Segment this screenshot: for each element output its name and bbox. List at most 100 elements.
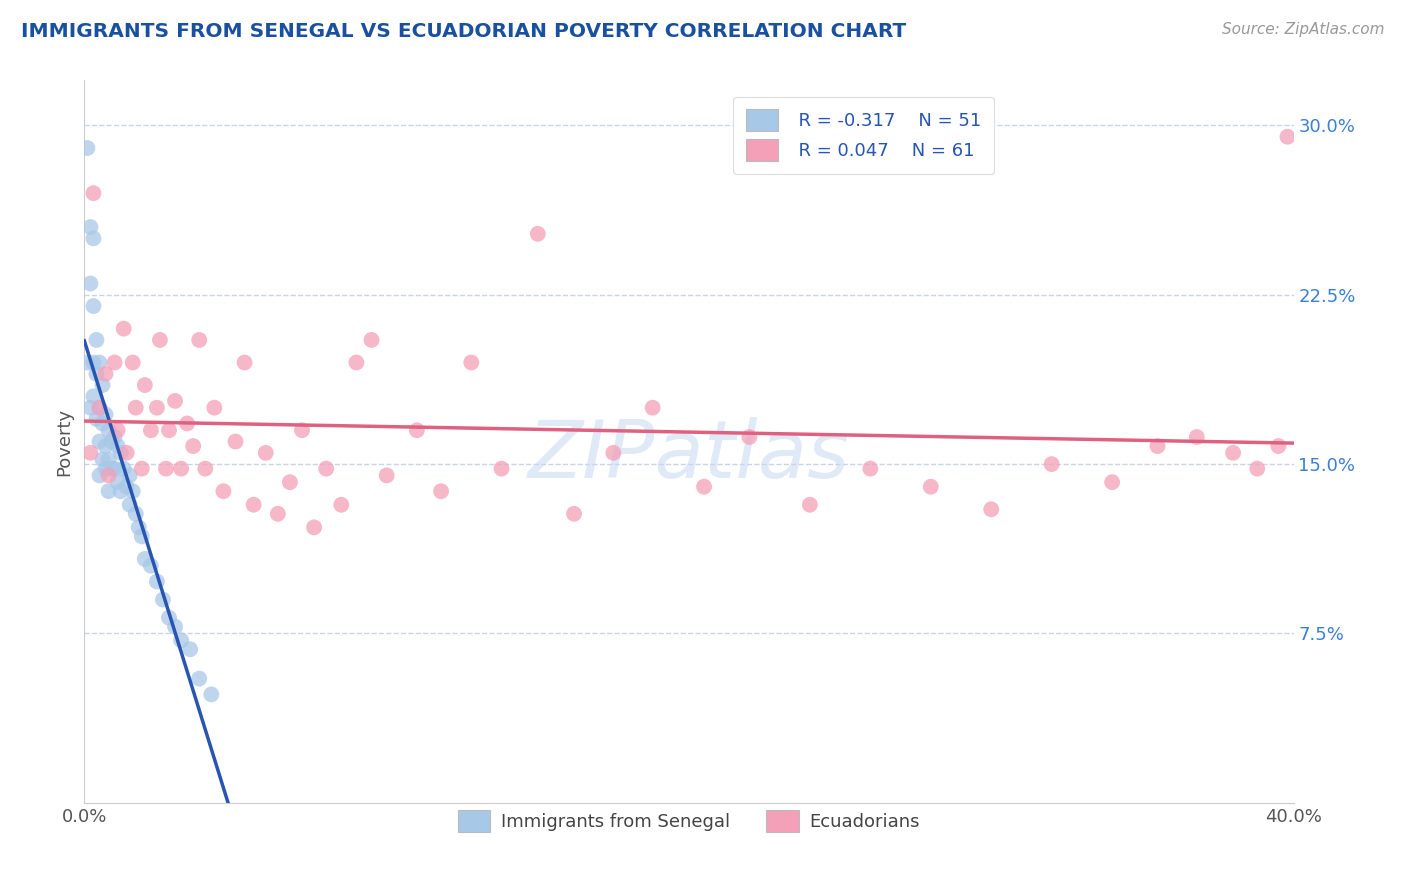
Point	[460, 355, 482, 369]
Point	[188, 672, 211, 686]
Point	[118, 468, 141, 483]
Point	[181, 439, 204, 453]
Point	[267, 507, 290, 521]
Point	[188, 333, 211, 347]
Point	[82, 186, 104, 201]
Point	[170, 633, 193, 648]
Point	[110, 446, 132, 460]
Point	[859, 461, 882, 475]
Point	[278, 475, 301, 490]
Point	[79, 401, 101, 415]
Point	[176, 417, 198, 431]
Point	[254, 446, 277, 460]
Point	[110, 484, 132, 499]
Point	[97, 468, 120, 483]
Point	[242, 498, 264, 512]
Text: ZIPatlas: ZIPatlas	[527, 417, 851, 495]
Point	[225, 434, 247, 449]
Point	[79, 446, 101, 460]
Point	[121, 355, 143, 369]
Point	[115, 446, 138, 460]
Point	[82, 389, 104, 403]
Point	[89, 468, 111, 483]
Point	[1222, 446, 1244, 460]
Point	[115, 480, 138, 494]
Point	[125, 507, 148, 521]
Point	[200, 687, 222, 701]
Point	[89, 401, 111, 415]
Point	[157, 423, 180, 437]
Point	[107, 475, 129, 490]
Point	[125, 401, 148, 415]
Point	[131, 461, 153, 475]
Point	[94, 367, 117, 381]
Point	[146, 401, 169, 415]
Point	[1185, 430, 1208, 444]
Point	[97, 452, 120, 467]
Point	[107, 423, 129, 437]
Point	[128, 520, 150, 534]
Point	[1101, 475, 1123, 490]
Point	[980, 502, 1002, 516]
Point	[82, 231, 104, 245]
Text: IMMIGRANTS FROM SENEGAL VS ECUADORIAN POVERTY CORRELATION CHART: IMMIGRANTS FROM SENEGAL VS ECUADORIAN PO…	[21, 22, 907, 41]
Point	[170, 461, 193, 475]
Point	[179, 642, 201, 657]
Point	[330, 498, 353, 512]
Point	[89, 355, 111, 369]
Point	[165, 620, 187, 634]
Point	[86, 367, 108, 381]
Point	[152, 592, 174, 607]
Point	[112, 321, 135, 335]
Point	[146, 574, 169, 589]
Point	[641, 401, 664, 415]
Point	[89, 401, 111, 415]
Point	[94, 461, 117, 475]
Point	[100, 461, 122, 475]
Point	[104, 355, 127, 369]
Point	[157, 610, 180, 624]
Point	[97, 423, 120, 437]
Point	[149, 333, 172, 347]
Point	[302, 520, 325, 534]
Point	[602, 446, 624, 460]
Point	[430, 484, 453, 499]
Point	[131, 529, 153, 543]
Point	[194, 461, 217, 475]
Point	[155, 461, 177, 475]
Point	[112, 461, 135, 475]
Point	[107, 439, 129, 453]
Point	[346, 355, 368, 369]
Point	[82, 355, 104, 369]
Text: Source: ZipAtlas.com: Source: ZipAtlas.com	[1222, 22, 1385, 37]
Point	[79, 277, 101, 291]
Point	[406, 423, 429, 437]
Point	[94, 439, 117, 453]
Point	[212, 484, 235, 499]
Point	[1267, 439, 1289, 453]
Point	[291, 423, 314, 437]
Point	[97, 484, 120, 499]
Point	[91, 378, 114, 392]
Point	[920, 480, 942, 494]
Point	[91, 417, 114, 431]
Point	[738, 430, 761, 444]
Point	[82, 299, 104, 313]
Point	[94, 408, 117, 422]
Point	[799, 498, 821, 512]
Point	[233, 355, 256, 369]
Point	[134, 378, 156, 392]
Point	[375, 468, 398, 483]
Point	[139, 558, 162, 573]
Legend: Immigrants from Senegal, Ecuadorians: Immigrants from Senegal, Ecuadorians	[446, 797, 932, 845]
Point	[1146, 439, 1168, 453]
Point	[315, 461, 337, 475]
Point	[562, 507, 585, 521]
Point	[100, 434, 122, 449]
Point	[202, 401, 225, 415]
Point	[360, 333, 382, 347]
Point	[76, 141, 98, 155]
Point	[91, 452, 114, 467]
Point	[104, 430, 127, 444]
Point	[121, 484, 143, 499]
